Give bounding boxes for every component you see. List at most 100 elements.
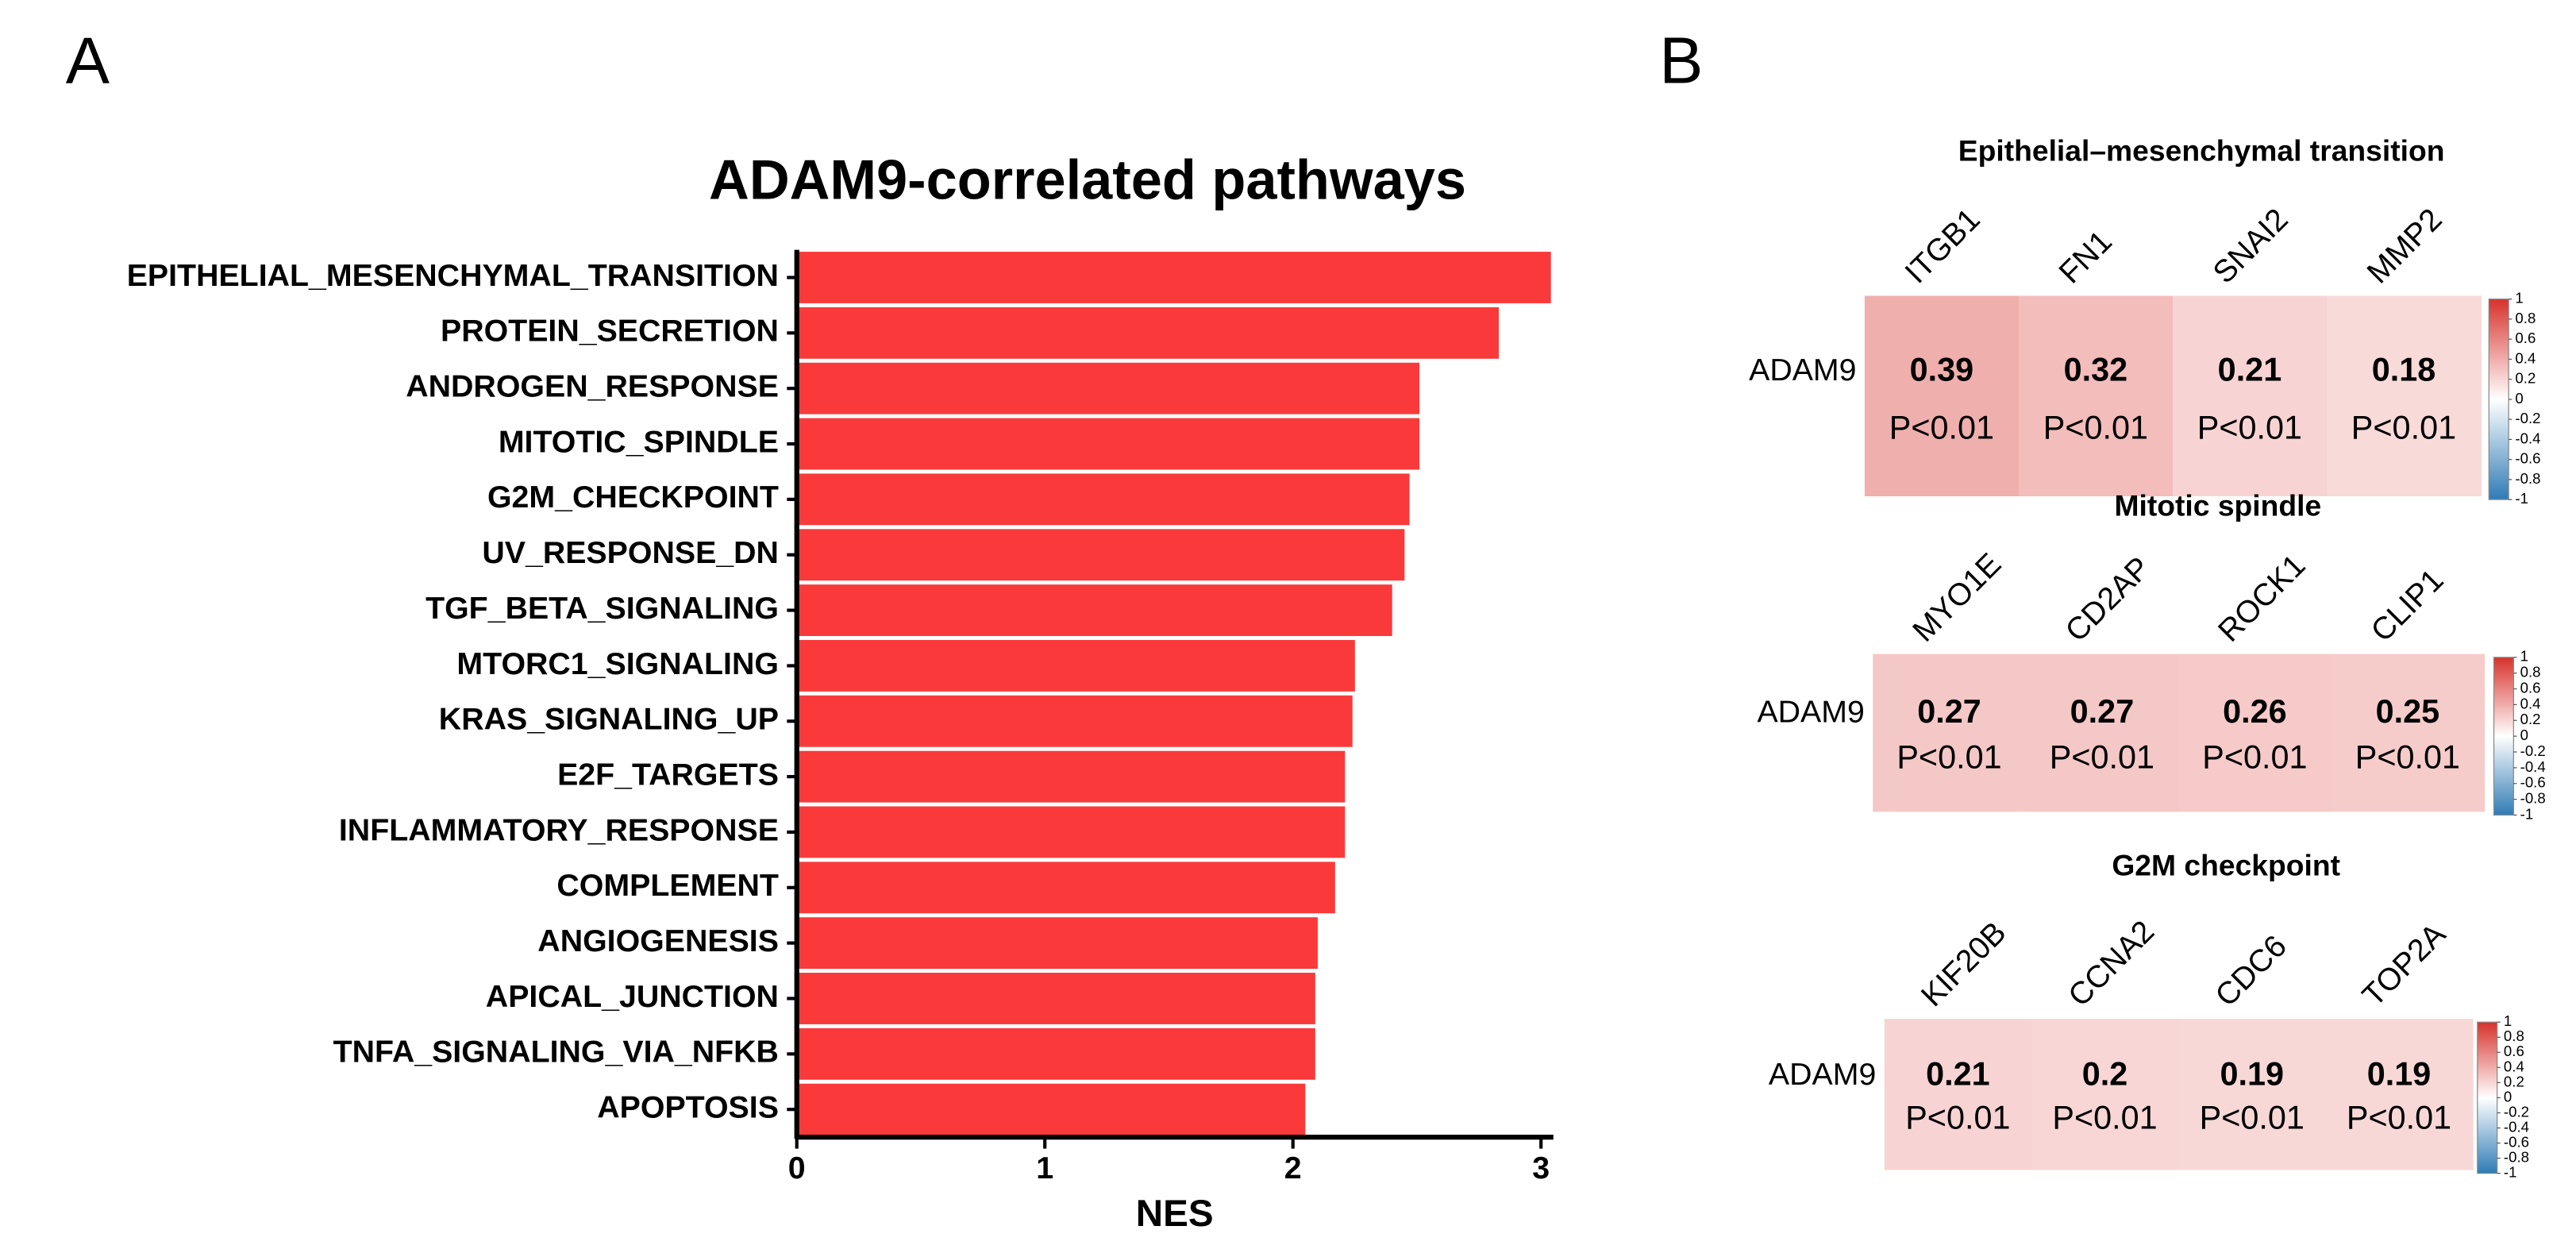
bar	[796, 806, 1346, 858]
colorbar-tick-label: -0.4	[2520, 758, 2546, 775]
bar	[796, 973, 1315, 1024]
colorbar-tick-label: 1	[2504, 1012, 2512, 1029]
colorbar-tick-label: -0.8	[2515, 470, 2540, 487]
cell-value: 0.19	[2220, 1055, 2285, 1092]
column-label: CD2AP	[2058, 550, 2157, 649]
column-label: CCNA2	[2062, 914, 2161, 1013]
colorbar-tick-label: -0.6	[2515, 450, 2540, 467]
cell-value: 0.27	[1917, 693, 1981, 730]
column-label: CLIP1	[2364, 562, 2450, 648]
bar	[796, 252, 1551, 303]
heatmap-cell	[2025, 653, 2180, 812]
colorbar-tick-label: 0.4	[2520, 695, 2541, 711]
cell-value: 0.27	[2070, 693, 2135, 730]
colorbar-tick-label: 0.6	[2504, 1043, 2524, 1059]
cell-value: 0.19	[2367, 1055, 2432, 1092]
colorbar-tick-label: -0.8	[2504, 1149, 2529, 1166]
colorbar-tick-label: 0.6	[2515, 330, 2536, 346]
bar	[796, 529, 1405, 581]
colorbar-tick-label: -1	[2504, 1164, 2517, 1181]
cell-value: 0.18	[2372, 351, 2436, 387]
column-label: TOP2A	[2355, 916, 2452, 1013]
row-label: ADAM9	[1757, 695, 1864, 730]
bar	[796, 1027, 1315, 1080]
cell-value: 0.2	[2082, 1055, 2128, 1092]
heatmap-cell	[2325, 1019, 2474, 1170]
heatmap-cell	[2031, 1019, 2180, 1170]
colorbar-tick-label: 0.2	[2504, 1073, 2524, 1089]
heatmap-cell	[1873, 653, 2027, 812]
column-label: CDC6	[2208, 928, 2293, 1013]
cell-annotation: P<0.01	[2052, 1100, 2157, 1136]
heatmap-cell	[2178, 653, 2332, 812]
heatmap-cell	[2018, 295, 2174, 496]
colorbar-tick-label: 1	[2515, 290, 2523, 307]
colorbar-tick-label: 0.8	[2504, 1027, 2524, 1044]
colorbar	[2488, 299, 2509, 500]
cell-value: 0.21	[1926, 1055, 1990, 1092]
y-tick-label: PROTEIN_SECRETION	[441, 314, 779, 349]
heatmap-cell	[2326, 295, 2482, 496]
bar	[796, 639, 1355, 692]
heatmap-title: Mitotic spindle	[2114, 488, 2321, 522]
colorbar-tick-label: -0.2	[2515, 410, 2540, 426]
colorbar-tick-label: 0.2	[2515, 370, 2536, 387]
cell-value: 0.26	[2223, 693, 2287, 730]
y-tick-label: ANGIOGENESIS	[537, 923, 779, 958]
colorbar-tick-label: 0	[2504, 1088, 2512, 1105]
x-tick-label: 1	[1036, 1151, 1053, 1186]
column-label: MMP2	[2360, 202, 2448, 290]
column-label: MYO1E	[1906, 546, 2008, 648]
colorbar-tick-label: -0.2	[2504, 1103, 2529, 1120]
y-tick-label: UV_RESPONSE_DN	[482, 535, 779, 570]
column-label: FN1	[2052, 224, 2119, 291]
bar	[796, 418, 1420, 470]
heatmap-cell	[2178, 1019, 2327, 1170]
y-tick-label: KRAS_SIGNALING_UP	[439, 702, 779, 737]
column-label: SNAI2	[2206, 202, 2294, 290]
column-label: ITGB1	[1898, 202, 1986, 290]
bar	[796, 917, 1318, 970]
cell-annotation: P<0.01	[2043, 410, 2148, 446]
chart-title: ADAM9-correlated pathways	[709, 148, 1466, 210]
heatmap-cell	[1884, 1019, 2032, 1170]
bar	[796, 1083, 1306, 1135]
bar	[796, 750, 1346, 803]
y-tick-label: COMPLEMENT	[556, 868, 779, 903]
y-tick-label: TNFA_SIGNALING_VIA_NFKB	[333, 1035, 779, 1070]
y-tick-label: E2F_TARGETS	[557, 757, 779, 792]
bar	[796, 362, 1420, 414]
colorbar-tick-label: 0.8	[2520, 664, 2541, 680]
bar	[796, 584, 1392, 637]
bar	[796, 695, 1353, 747]
bar	[796, 862, 1335, 914]
colorbar-tick-label: 0	[2520, 727, 2528, 743]
panel-label: B	[1659, 24, 1703, 98]
colorbar-tick-label: -0.6	[2504, 1133, 2529, 1150]
y-tick-label: EPITHELIAL_MESENCHYMAL_TRANSITION	[127, 258, 779, 293]
colorbar-tick-label: 0.4	[2515, 349, 2536, 366]
colorbar	[2493, 657, 2514, 816]
colorbar-tick-label: 1	[2520, 648, 2528, 665]
colorbar-tick-label: 0	[2515, 390, 2523, 407]
column-label: KIF20B	[1915, 915, 2013, 1013]
colorbar	[2477, 1021, 2498, 1174]
cell-annotation: P<0.01	[2202, 739, 2307, 776]
heatmap-title: Epithelial–mesenchymal transition	[1958, 133, 2445, 167]
heatmap-cell	[2172, 295, 2328, 496]
heatmap-cell	[2331, 653, 2486, 812]
row-label: ADAM9	[1769, 1057, 1876, 1092]
y-tick-label: G2M_CHECKPOINT	[487, 480, 779, 515]
cell-value: 0.25	[2376, 693, 2440, 730]
x-tick-label: 2	[1284, 1151, 1302, 1186]
colorbar-tick-label: 0.2	[2520, 711, 2541, 727]
y-tick-label: APOPTOSIS	[597, 1090, 779, 1125]
cell-annotation: P<0.01	[2355, 739, 2460, 776]
x-axis-label: NES	[1136, 1193, 1214, 1235]
y-tick-label: TGF_BETA_SIGNALING	[425, 591, 779, 626]
cell-value: 0.21	[2218, 351, 2282, 387]
y-tick-label: INFLAMMATORY_RESPONSE	[339, 812, 779, 847]
x-tick-label: 3	[1532, 1151, 1550, 1186]
